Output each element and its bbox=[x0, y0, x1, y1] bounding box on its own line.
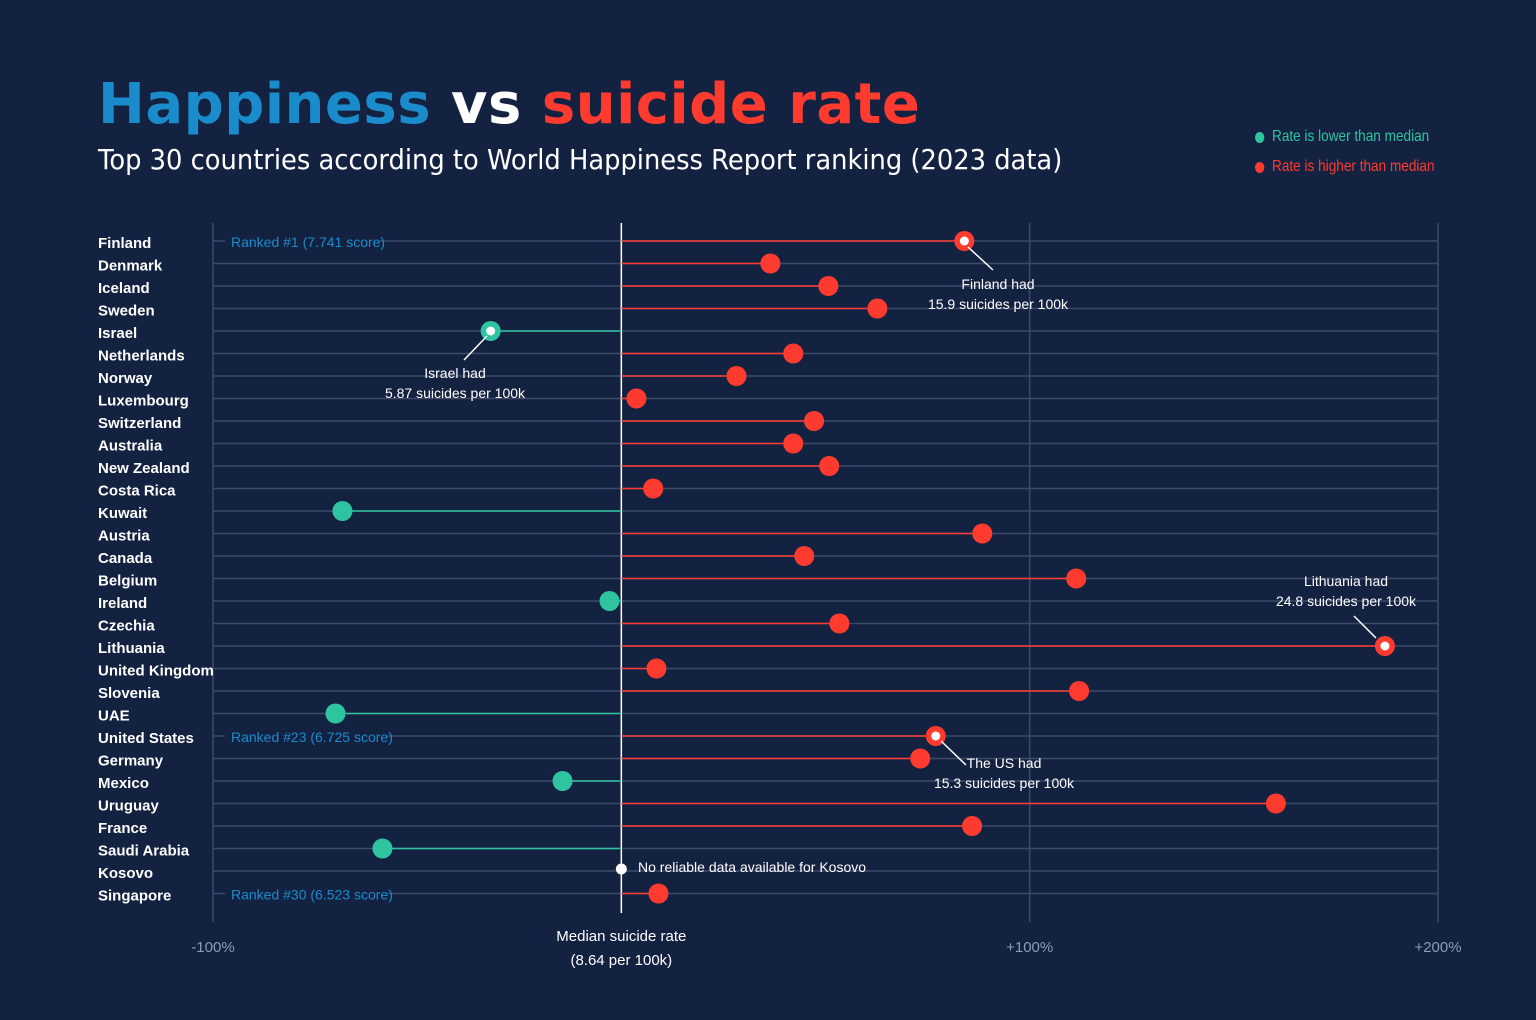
x-axis-sublabel: (8.64 per 100k) bbox=[570, 952, 672, 969]
country-label: Norway bbox=[98, 370, 153, 387]
country-label: Denmark bbox=[98, 258, 163, 275]
lollipop-dot bbox=[599, 591, 620, 611]
legend-item-higher: Rate is higher than median bbox=[1255, 152, 1435, 182]
country-label: Germany bbox=[98, 753, 164, 770]
lollipop-dot bbox=[910, 748, 931, 769]
country-label: Slovenia bbox=[98, 685, 160, 702]
lollipop-dot bbox=[648, 883, 669, 904]
lollipop-dot bbox=[626, 388, 647, 409]
lollipop-dot bbox=[552, 771, 573, 791]
country-label: Switzerland bbox=[98, 415, 181, 432]
legend-item-lower: Rate is lower than median bbox=[1255, 122, 1435, 152]
country-label: Ireland bbox=[98, 595, 147, 612]
legend-dot-higher-icon bbox=[1255, 161, 1265, 173]
lollipop-dot bbox=[972, 523, 993, 544]
rank-label: Ranked #30 (6.523 score) bbox=[231, 887, 393, 903]
country-label: United Kingdom bbox=[98, 663, 214, 680]
country-label: New Zealand bbox=[98, 460, 190, 477]
lollipop-dot bbox=[760, 253, 781, 274]
title-suicide-rate: suicide rate bbox=[541, 72, 921, 137]
country-label: Luxembourg bbox=[98, 393, 189, 410]
legend-label-lower: Rate is lower than median bbox=[1272, 128, 1430, 145]
highlight-center bbox=[1380, 641, 1390, 651]
legend-dot-lower-icon bbox=[1255, 131, 1265, 143]
no-data-marker bbox=[615, 863, 627, 875]
annotation-text: Lithuania had bbox=[1304, 573, 1388, 589]
annotation-leader bbox=[1353, 615, 1377, 639]
country-label: Israel bbox=[98, 325, 137, 342]
country-label: Sweden bbox=[98, 303, 155, 320]
annotation-text: Finland had bbox=[961, 276, 1034, 292]
lollipop-dot bbox=[646, 658, 667, 679]
x-tick-label: +100% bbox=[1006, 939, 1053, 956]
country-label: United States bbox=[98, 730, 194, 747]
country-label: Netherlands bbox=[98, 348, 185, 365]
country-label: Mexico bbox=[98, 775, 149, 792]
annotation-text: Israel had bbox=[424, 365, 485, 381]
lollipop-dot bbox=[372, 838, 393, 859]
lollipop-dot bbox=[819, 456, 840, 476]
rank-label: Ranked #23 (6.725 score) bbox=[231, 729, 393, 745]
country-label: Saudi Arabia bbox=[98, 843, 190, 860]
country-label: Iceland bbox=[98, 280, 150, 297]
lollipop-dot bbox=[726, 366, 747, 386]
lollipop-dot bbox=[804, 411, 825, 431]
country-label: Czechia bbox=[98, 618, 155, 635]
country-label: France bbox=[98, 820, 147, 837]
lollipop-dot bbox=[325, 703, 346, 724]
lollipop-dot bbox=[962, 816, 983, 836]
country-label: Uruguay bbox=[98, 798, 160, 815]
title-vs: vs bbox=[451, 72, 522, 137]
country-label: Australia bbox=[98, 438, 163, 455]
title-happiness: Happiness bbox=[98, 72, 432, 137]
lollipop-dot bbox=[332, 501, 353, 521]
highlight-center bbox=[486, 326, 496, 336]
annotation-text: No reliable data available for Kosovo bbox=[638, 859, 866, 875]
lollipop-dot bbox=[818, 276, 839, 296]
lollipop-dot bbox=[783, 343, 804, 364]
lollipop-dot bbox=[643, 478, 664, 499]
legend-label-higher: Rate is higher than median bbox=[1272, 158, 1435, 175]
lollipop-dot bbox=[829, 613, 850, 634]
annotation-leader bbox=[967, 246, 994, 271]
annotation-text: 24.8 suicides per 100k bbox=[1276, 593, 1417, 609]
annotation-text: The US had bbox=[967, 755, 1042, 771]
lollipop-dot bbox=[794, 546, 815, 566]
country-label: Austria bbox=[98, 528, 150, 545]
highlight-center bbox=[959, 236, 969, 246]
country-label: Kosovo bbox=[98, 865, 153, 882]
rank-label: Ranked #1 (7.741 score) bbox=[231, 234, 385, 250]
country-label: Costa Rica bbox=[98, 483, 176, 500]
chart-title: Happiness vs suicide rate bbox=[98, 72, 920, 137]
annotation-text: 15.9 suicides per 100k bbox=[928, 296, 1069, 312]
lollipop-dot bbox=[1069, 681, 1090, 701]
annotation-text: 15.3 suicides per 100k bbox=[934, 775, 1075, 791]
x-axis-label: Median suicide rate bbox=[556, 928, 686, 945]
country-label: Finland bbox=[98, 235, 151, 252]
country-label: Lithuania bbox=[98, 640, 165, 657]
x-tick-label: +200% bbox=[1414, 939, 1461, 956]
annotation-leader bbox=[463, 335, 488, 361]
lollipop-dot bbox=[1066, 568, 1087, 589]
lollipop-dot bbox=[1265, 793, 1286, 814]
country-label: UAE bbox=[98, 708, 130, 725]
annotation-leader bbox=[940, 740, 967, 766]
highlight-center bbox=[931, 731, 941, 741]
country-label: Belgium bbox=[98, 573, 157, 590]
country-label: Kuwait bbox=[98, 505, 147, 522]
lollipop-dot bbox=[783, 433, 804, 454]
lollipop-dot bbox=[867, 298, 888, 319]
legend: Rate is lower than median Rate is higher… bbox=[1255, 122, 1466, 182]
x-tick-label: -100% bbox=[191, 939, 234, 956]
country-label: Canada bbox=[98, 550, 153, 567]
country-label: Singapore bbox=[98, 888, 171, 905]
annotation-text: 5.87 suicides per 100k bbox=[385, 385, 526, 401]
chart-subtitle: Top 30 countries according to World Happ… bbox=[98, 143, 1063, 176]
